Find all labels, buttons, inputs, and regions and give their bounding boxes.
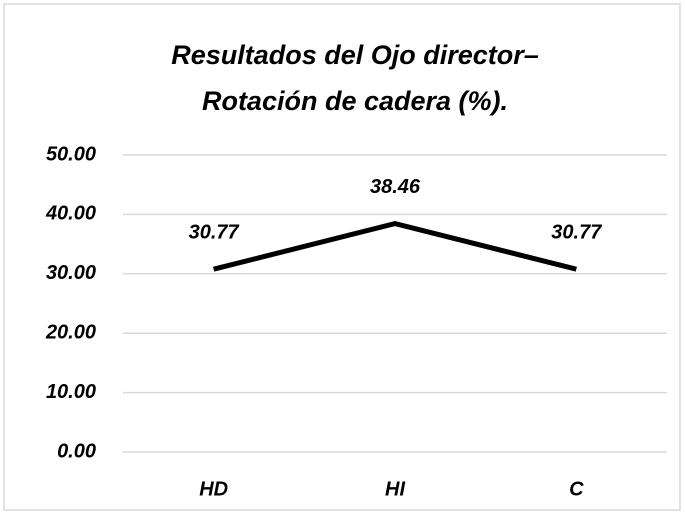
y-tick-label: 20.00 — [45, 321, 96, 343]
y-tick-label: 10.00 — [46, 381, 96, 403]
y-tick-label: 0.00 — [57, 440, 96, 462]
line — [213, 220, 577, 272]
chart-title: Rotación de cadera (%). — [202, 86, 508, 116]
chart-border — [3, 3, 681, 511]
x-tick-label: C — [569, 478, 584, 500]
y-tick-label: 30.00 — [46, 262, 96, 284]
y-tick-label: 40.00 — [45, 203, 96, 225]
data-label: 38.46 — [370, 176, 421, 198]
data-label: 30.77 — [189, 222, 240, 244]
x-tick-label: HI — [385, 478, 405, 500]
chart-title: Resultados del Ojo director– — [171, 40, 539, 70]
data-label: 30.77 — [551, 222, 602, 244]
y-tick-label: 50.00 — [46, 143, 96, 165]
x-tick-label: HD — [199, 478, 228, 500]
